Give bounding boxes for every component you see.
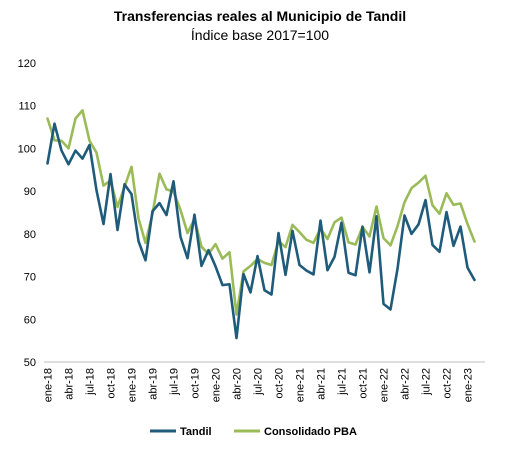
x-tick-label: jul-22 [421,368,433,396]
y-tick-label: 120 [18,58,36,70]
y-tick-label: 90 [24,186,36,198]
x-tick-label: abr-22 [400,368,412,400]
y-tick-label: 80 [24,229,36,241]
x-tick-label: ene-23 [463,368,475,402]
x-tick-label: abr-21 [316,368,328,400]
y-tick-label: 50 [24,357,36,369]
legend: Tandil Consolidado PBA [150,426,357,438]
y-tick-label: 110 [18,101,36,113]
series-line-tandil [46,122,476,340]
legend-label-tandil: Tandil [180,426,212,438]
series-line-consolidado-pba [46,109,476,316]
y-tick-label: 60 [24,314,36,326]
x-tick-label: abr-19 [148,368,160,400]
x-tick-label: ene-19 [127,368,139,402]
series-layer [46,109,476,340]
x-tick-label: ene-20 [211,368,223,402]
x-tick-label: jul-19 [169,368,181,396]
x-tick-label: oct-18 [106,368,118,399]
x-tick-label: ene-18 [43,368,55,402]
x-tick-label: jul-20 [253,368,265,396]
y-tick-label: 100 [18,143,36,155]
x-axis: ene-18 abr-18 jul-18 oct-18 ene-19 abr-19 jul-… [43,361,485,402]
x-tick-label: jul-21 [337,368,349,396]
y-tick-label: 70 [24,272,36,284]
x-tick-label: ene-22 [379,368,391,402]
x-tick-label: jul-18 [85,368,97,396]
x-tick-label: oct-21 [358,368,370,399]
x-tick-label: abr-20 [232,368,244,400]
chart-title: Transferencias reales al Municipio de Ta… [113,8,407,24]
x-tick-label: oct-22 [442,368,454,399]
y-axis: 50 60 70 80 90 100 110 120 [18,58,36,369]
x-tick-label: ene-21 [295,368,307,402]
x-tick-label: abr-18 [64,368,76,400]
legend-label-consolidado-pba: Consolidado PBA [264,426,357,438]
chart-subtitle: Índice base 2017=100 [190,27,330,43]
x-tick-label: oct-20 [274,368,286,399]
x-tick-label: oct-19 [190,368,202,399]
